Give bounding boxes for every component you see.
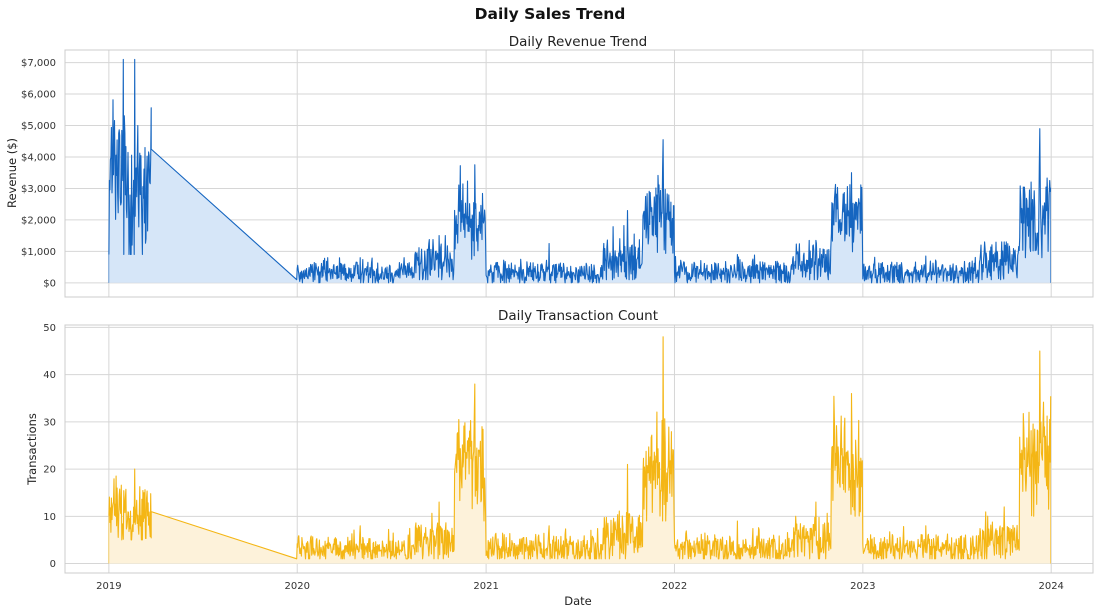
y-tick-label: $2,000: [21, 215, 56, 226]
y-tick-label: $7,000: [21, 58, 56, 69]
x-tick-label: 2020: [285, 581, 310, 592]
transactions-y-axis-label: Transactions: [25, 413, 39, 486]
x-tick-label: 2022: [662, 581, 687, 592]
transactions-chart-panel: Daily Transaction Count 0 10 20 30 40 50 2019…: [25, 308, 1094, 608]
series-fill-area: [108, 59, 1051, 283]
revenue-y-ticks: $0 $1,000 $2,000 $3,000 $4,000 $5,000 $6,000 $7…: [21, 58, 56, 289]
revenue-y-axis-label: Revenue ($): [5, 138, 19, 208]
transactions-x-ticks: 2019 2020 2021 2022 2023 2024: [96, 581, 1064, 592]
transactions-area-layer: [108, 336, 1052, 564]
y-tick-label: 10: [43, 512, 56, 523]
revenue-area-layer: [108, 58, 1052, 284]
series-fill-area: [108, 336, 1051, 564]
figure-title: Daily Sales Trend: [475, 5, 626, 23]
x-axis-label: Date: [564, 594, 592, 608]
transactions-y-ticks: 0 10 20 30 40 50: [43, 323, 56, 570]
y-tick-label: $1,000: [21, 247, 56, 258]
y-tick-label: 30: [43, 417, 56, 428]
y-tick-label: $6,000: [21, 90, 56, 101]
x-tick-label: 2021: [473, 581, 498, 592]
revenue-chart-panel: Daily Revenue Trend $0 $1,000 $2,000 $3,000…: [5, 34, 1094, 298]
series-line: [108, 336, 1052, 560]
y-tick-label: $4,000: [21, 152, 56, 163]
y-tick-label: 0: [50, 559, 56, 570]
revenue-chart-title: Daily Revenue Trend: [509, 34, 647, 50]
y-tick-label: 50: [43, 323, 56, 334]
x-tick-label: 2019: [96, 581, 121, 592]
transactions-chart-title: Daily Transaction Count: [498, 308, 658, 324]
transactions-plot-frame: [64, 324, 1094, 574]
series-line: [108, 58, 1052, 284]
revenue-gridlines: [65, 50, 1093, 297]
y-tick-label: 20: [43, 465, 56, 476]
y-tick-label: 40: [43, 370, 56, 381]
y-tick-label: $5,000: [21, 121, 56, 132]
y-tick-label: $3,000: [21, 184, 56, 195]
x-tick-label: 2023: [850, 581, 875, 592]
y-tick-label: $0: [43, 278, 56, 289]
x-tick-label: 2024: [1038, 581, 1063, 592]
revenue-plot-frame: [64, 49, 1094, 298]
transactions-gridlines: [65, 325, 1093, 573]
